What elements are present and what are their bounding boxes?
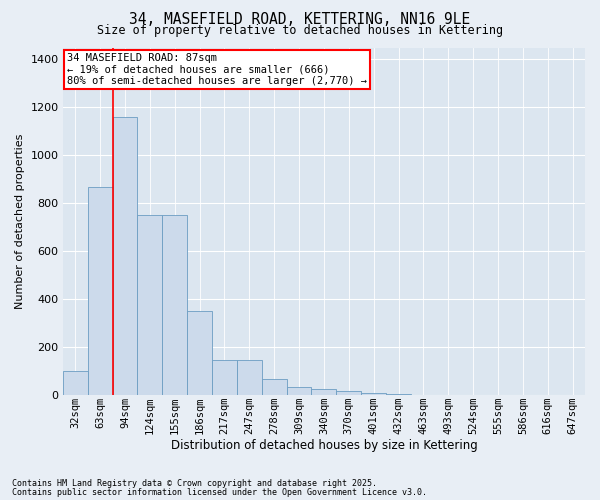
Bar — [386, 394, 411, 395]
Text: Size of property relative to detached houses in Kettering: Size of property relative to detached ho… — [97, 24, 503, 37]
Bar — [137, 216, 163, 395]
Bar — [212, 360, 237, 395]
Bar — [163, 216, 187, 395]
Bar — [187, 311, 212, 395]
Text: 34 MASEFIELD ROAD: 87sqm
← 19% of detached houses are smaller (666)
80% of semi-: 34 MASEFIELD ROAD: 87sqm ← 19% of detach… — [67, 52, 367, 86]
Bar — [361, 392, 386, 395]
Text: Contains public sector information licensed under the Open Government Licence v3: Contains public sector information licen… — [12, 488, 427, 497]
Y-axis label: Number of detached properties: Number of detached properties — [15, 134, 25, 309]
Bar — [237, 360, 262, 395]
Bar — [262, 380, 287, 395]
Text: Contains HM Land Registry data © Crown copyright and database right 2025.: Contains HM Land Registry data © Crown c… — [12, 479, 377, 488]
Text: 34, MASEFIELD ROAD, KETTERING, NN16 9LE: 34, MASEFIELD ROAD, KETTERING, NN16 9LE — [130, 12, 470, 26]
Bar — [311, 389, 337, 395]
X-axis label: Distribution of detached houses by size in Kettering: Distribution of detached houses by size … — [170, 440, 477, 452]
Bar — [287, 386, 311, 395]
Bar — [337, 390, 361, 395]
Bar — [88, 186, 113, 395]
Bar — [63, 371, 88, 395]
Bar — [113, 117, 137, 395]
